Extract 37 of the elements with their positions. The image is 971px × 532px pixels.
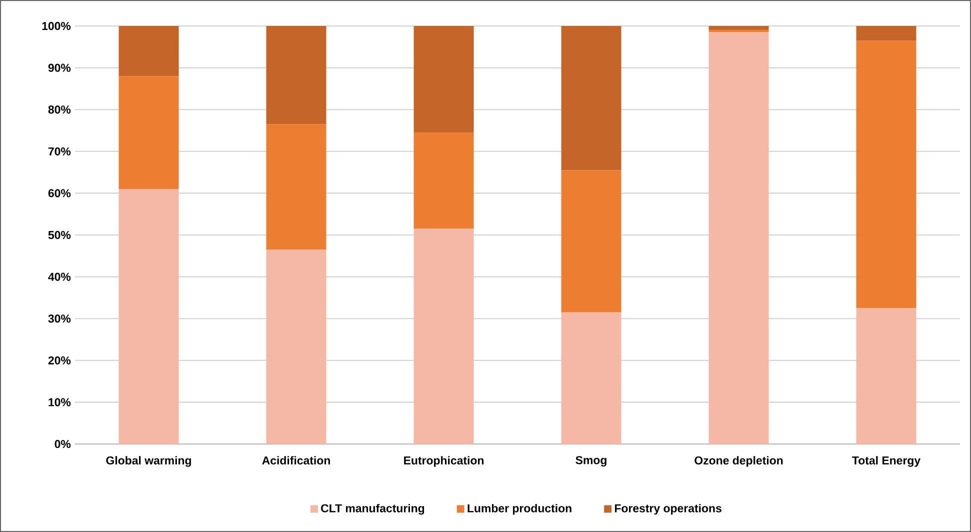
y-tick-label: 30%	[48, 314, 71, 323]
y-tick-label: 50%	[48, 230, 71, 240]
x-tick-label: Eutrophication	[404, 456, 484, 467]
bar	[561, 26, 622, 170]
bar	[856, 40, 916, 308]
y-tick-label: 70%	[48, 147, 71, 156]
legend-label: Forestry operations	[614, 504, 722, 515]
y-tick-label: 0%	[54, 440, 71, 448]
bar	[118, 189, 179, 444]
y-tick-label: 90%	[48, 64, 71, 72]
bar	[118, 76, 179, 190]
bar	[414, 26, 474, 133]
y-tick-label: 10%	[48, 398, 71, 406]
x-tick-label: Total Energy	[852, 456, 920, 467]
bar	[856, 308, 916, 444]
legend-label: CLT manufacturing	[321, 504, 424, 515]
bar	[414, 132, 474, 229]
x-tick-label: Ozone depletion	[694, 456, 783, 467]
x-tick-label: Global warming	[106, 456, 191, 467]
bar	[708, 26, 769, 30]
bar	[856, 26, 916, 41]
bar	[118, 26, 179, 76]
y-tick-label: 100%	[42, 22, 71, 30]
y-tick-label: 20%	[48, 356, 71, 364]
legend-label: Lumber production	[468, 504, 572, 515]
y-tick-label: 80%	[48, 106, 71, 114]
bar	[266, 26, 326, 124]
y-tick-label: 40%	[48, 272, 71, 281]
bar	[266, 124, 326, 250]
bar	[414, 228, 474, 444]
bar	[561, 170, 622, 312]
bar	[561, 312, 622, 444]
x-tick-label: Smog	[576, 456, 606, 467]
y-tick-label: 60%	[48, 189, 71, 198]
bar	[266, 250, 326, 444]
bar	[708, 32, 769, 444]
x-tick-label: Acidification	[262, 456, 330, 464]
